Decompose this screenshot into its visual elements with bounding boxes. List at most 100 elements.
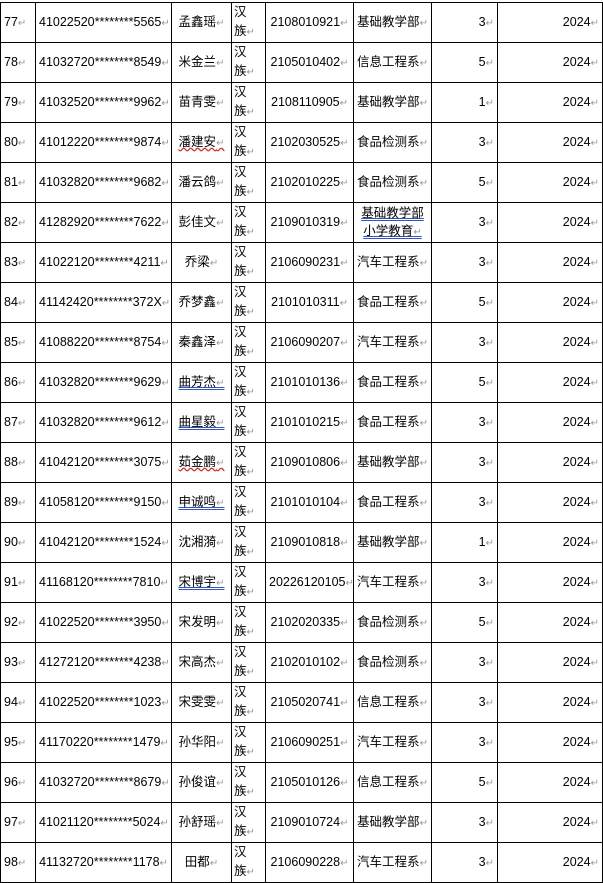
ethnicity-line1: 汉	[234, 165, 247, 179]
year: 2024	[563, 695, 599, 709]
count-cell: 3	[431, 682, 498, 723]
count-cell: 3	[431, 322, 498, 363]
row-number: 79	[4, 95, 26, 109]
ethnicity-line2: 族	[234, 704, 255, 718]
student-id-cell: 2106090207	[265, 322, 354, 363]
count-cell: 3	[431, 722, 498, 763]
student-id-cell: 2106090251	[265, 722, 354, 763]
student-name: 秦鑫泽	[179, 335, 225, 349]
ethnicity-line2: 族	[234, 624, 255, 638]
table-row: 87 41032820********9612 曲星毅汉族 2101010215 食品工…	[0, 402, 603, 443]
student-id-cell: 2101010215	[265, 402, 354, 443]
row-number: 80	[4, 135, 26, 149]
name-cell: 申诚鸣	[171, 482, 232, 523]
row-number-cell: 97	[0, 802, 36, 843]
year: 2024	[563, 95, 599, 109]
year: 2024	[563, 735, 599, 749]
name-cell: 宋发明	[171, 602, 232, 643]
row-number-cell: 95	[0, 722, 36, 763]
year-cell: 2024	[497, 442, 603, 483]
year-cell: 2024	[497, 2, 603, 43]
row-number: 86	[4, 375, 26, 389]
id-number-cell: 41168120********7810	[35, 562, 172, 603]
student-name: 苗青雯	[179, 95, 225, 109]
row-number-cell: 77	[0, 2, 36, 43]
student-id-cell: 2102010225	[265, 162, 354, 203]
row-number: 97	[4, 815, 26, 829]
year: 2024	[563, 415, 599, 429]
department: 基础教学部	[357, 815, 428, 829]
name-cell: 乔梁	[171, 242, 232, 283]
table-row: 78 41032720********8549 米金兰汉族 2105010402 信息工…	[0, 42, 603, 83]
department-cell: 信息工程系	[353, 762, 432, 803]
department-cell: 基础教学部	[353, 442, 432, 483]
department: 基础教学部	[361, 205, 424, 220]
ethnicity-line2: 族	[234, 584, 255, 598]
id-number: 41032720********8549	[39, 55, 170, 69]
count: 3	[479, 655, 494, 669]
ethnicity-line1: 汉	[234, 405, 247, 419]
row-number: 88	[4, 455, 26, 469]
count: 3	[479, 575, 494, 589]
id-number: 41142420********372X	[39, 295, 170, 309]
department-line2: 小学教育	[363, 224, 421, 238]
student-id-cell: 2105010126	[265, 762, 354, 803]
name-cell: 乔梦鑫	[171, 282, 232, 323]
student-id: 2106090231	[271, 255, 349, 269]
ethnicity-cell: 汉族	[231, 442, 266, 483]
count: 1	[479, 95, 494, 109]
id-number-cell: 41142420********372X	[35, 282, 172, 323]
student-name: 潘建安	[179, 135, 225, 149]
department-cell: 汽车工程系	[353, 242, 432, 283]
table-row: 96 41032720********8679 孙俊谊汉族 2105010126 信息工…	[0, 762, 603, 803]
row-number: 92	[4, 615, 26, 629]
ethnicity-cell: 汉族	[231, 162, 266, 203]
department: 食品检测系	[357, 135, 428, 149]
row-number: 87	[4, 415, 26, 429]
ethnicity-line1: 汉	[234, 365, 247, 379]
year: 2024	[563, 655, 599, 669]
name-cell: 米金兰	[171, 42, 232, 83]
department-cell: 食品检测系	[353, 162, 432, 203]
count: 3	[479, 855, 494, 869]
id-number: 41170220********1479	[39, 735, 169, 749]
student-name: 孟鑫瑶	[179, 15, 225, 29]
student-name: 潘云鸽	[179, 175, 225, 189]
id-number-cell: 41022120********4211	[35, 242, 172, 283]
id-number: 41032820********9682	[39, 175, 170, 189]
ethnicity-cell: 汉族	[231, 202, 266, 243]
ethnicity-cell: 汉族	[231, 482, 266, 523]
id-number-cell: 41021120********5024	[35, 802, 172, 843]
id-number-cell: 41042120********3075	[35, 442, 172, 483]
table-row: 82 41282920********7622 彭佳文汉族 2109010319 基础教…	[0, 202, 603, 243]
row-number: 89	[4, 495, 26, 509]
student-name: 沈湘漪	[179, 535, 225, 549]
ethnicity-line1: 汉	[234, 605, 247, 619]
name-cell: 彭佳文	[171, 202, 232, 243]
table-row: 86 41032820********9629 曲芳杰汉族 2101010136 食品工…	[0, 362, 603, 403]
year: 2024	[563, 535, 599, 549]
count: 5	[479, 295, 494, 309]
table-row: 81 41032820********9682 潘云鸽汉族 2102010225 食品检…	[0, 162, 603, 203]
student-id: 2102010102	[271, 655, 349, 669]
count-cell: 5	[431, 282, 498, 323]
table-row: 95 41170220********1479 孙华阳汉族 2106090251 汽车工…	[0, 722, 603, 763]
ethnicity-line2: 族	[234, 144, 255, 158]
department: 食品工程系	[357, 295, 428, 309]
student-id-cell: 2108110905	[265, 82, 354, 123]
id-number: 41132720********1178	[39, 855, 168, 869]
count: 3	[479, 455, 494, 469]
count: 3	[479, 135, 494, 149]
count-cell: 3	[431, 2, 498, 43]
year: 2024	[563, 135, 599, 149]
student-id-cell: 2109010806	[265, 442, 354, 483]
student-id: 2102020335	[271, 615, 349, 629]
department: 食品检测系	[357, 655, 428, 669]
department: 信息工程系	[357, 695, 428, 709]
table-row: 93 41272120********4238 宋高杰汉族 2102010102 食品检…	[0, 642, 603, 683]
year-cell: 2024	[497, 242, 603, 283]
department: 食品检测系	[357, 615, 428, 629]
student-id-cell: 2106090228	[265, 842, 354, 883]
row-number-cell: 84	[0, 282, 36, 323]
